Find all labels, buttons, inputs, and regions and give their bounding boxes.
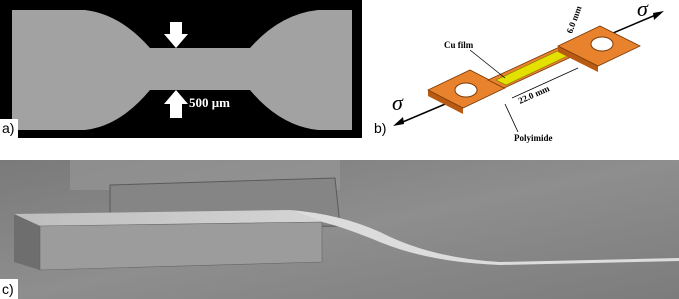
arrow-up	[164, 90, 188, 118]
arrowhead	[393, 117, 404, 126]
width-label: 6.0 mm	[564, 4, 583, 35]
panel-c: c)	[0, 160, 679, 299]
substrate-label: Polyimide	[514, 133, 553, 143]
panel-b: σ σ Cu film 6.0 mm 22.0 mm Polyimide b)	[372, 0, 664, 143]
stress-symbol: σ	[392, 90, 404, 115]
hole	[454, 82, 478, 98]
panel-label: a)	[2, 120, 14, 136]
panel-label: c)	[2, 281, 14, 297]
leader-line	[504, 103, 519, 133]
panel-a: 500 μm a)	[0, 0, 362, 138]
label-box	[372, 119, 391, 138]
stress-symbol: σ	[637, 0, 649, 21]
length-label: 22.0 mm	[517, 83, 552, 106]
label-box	[0, 119, 18, 138]
beam-end	[14, 214, 40, 270]
leader-line	[469, 49, 506, 79]
dimension-line	[511, 67, 579, 99]
panel-label: b)	[374, 120, 386, 136]
beam-side	[39, 221, 323, 271]
scale-label: 500 μm	[189, 95, 230, 110]
dogbone-specimen	[12, 10, 352, 130]
beam-top	[14, 210, 322, 226]
arrowhead	[653, 11, 664, 20]
label-box	[0, 279, 18, 299]
arrow-down	[164, 22, 188, 48]
film-label: Cu film	[444, 40, 474, 50]
thin-film	[290, 210, 679, 265]
hole	[590, 36, 614, 52]
